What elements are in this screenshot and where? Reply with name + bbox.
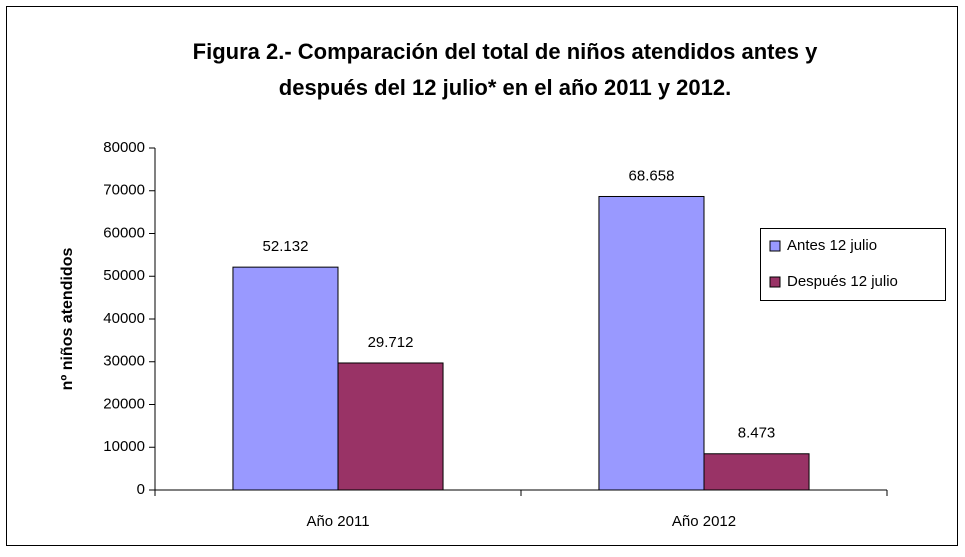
data-label: 8.473 bbox=[738, 425, 776, 442]
y-tick-label: 70000 bbox=[103, 182, 145, 199]
bar bbox=[703, 453, 810, 491]
chart-title: Figura 2.- Comparación del total de niño… bbox=[193, 39, 818, 64]
x-tick-label: Año 2012 bbox=[672, 513, 736, 530]
legend-swatch bbox=[769, 240, 781, 252]
legend-swatch bbox=[769, 276, 781, 288]
data-label: 52.132 bbox=[263, 238, 309, 255]
bar bbox=[232, 266, 339, 491]
data-label: 29.712 bbox=[368, 334, 414, 351]
bar bbox=[598, 195, 705, 491]
legend-label: Después 12 julio bbox=[787, 273, 898, 290]
y-tick-label: 40000 bbox=[103, 310, 145, 327]
y-tick-label: 60000 bbox=[103, 224, 145, 241]
legend-box bbox=[760, 228, 946, 301]
legend-label: Antes 12 julio bbox=[787, 237, 877, 254]
y-tick-label: 30000 bbox=[103, 353, 145, 370]
y-tick-label: 10000 bbox=[103, 438, 145, 455]
bar bbox=[337, 362, 444, 491]
y-tick-label: 50000 bbox=[103, 267, 145, 284]
y-tick-label: 0 bbox=[137, 481, 145, 498]
x-tick-label: Año 2011 bbox=[306, 513, 369, 530]
y-axis-label: nº niños atendidos bbox=[59, 248, 76, 391]
y-tick-label: 20000 bbox=[103, 395, 145, 412]
y-tick-label: 80000 bbox=[103, 139, 145, 156]
data-label: 68.658 bbox=[629, 167, 675, 184]
chart-title: después del 12 julio* en el año 2011 y 2… bbox=[279, 75, 731, 100]
